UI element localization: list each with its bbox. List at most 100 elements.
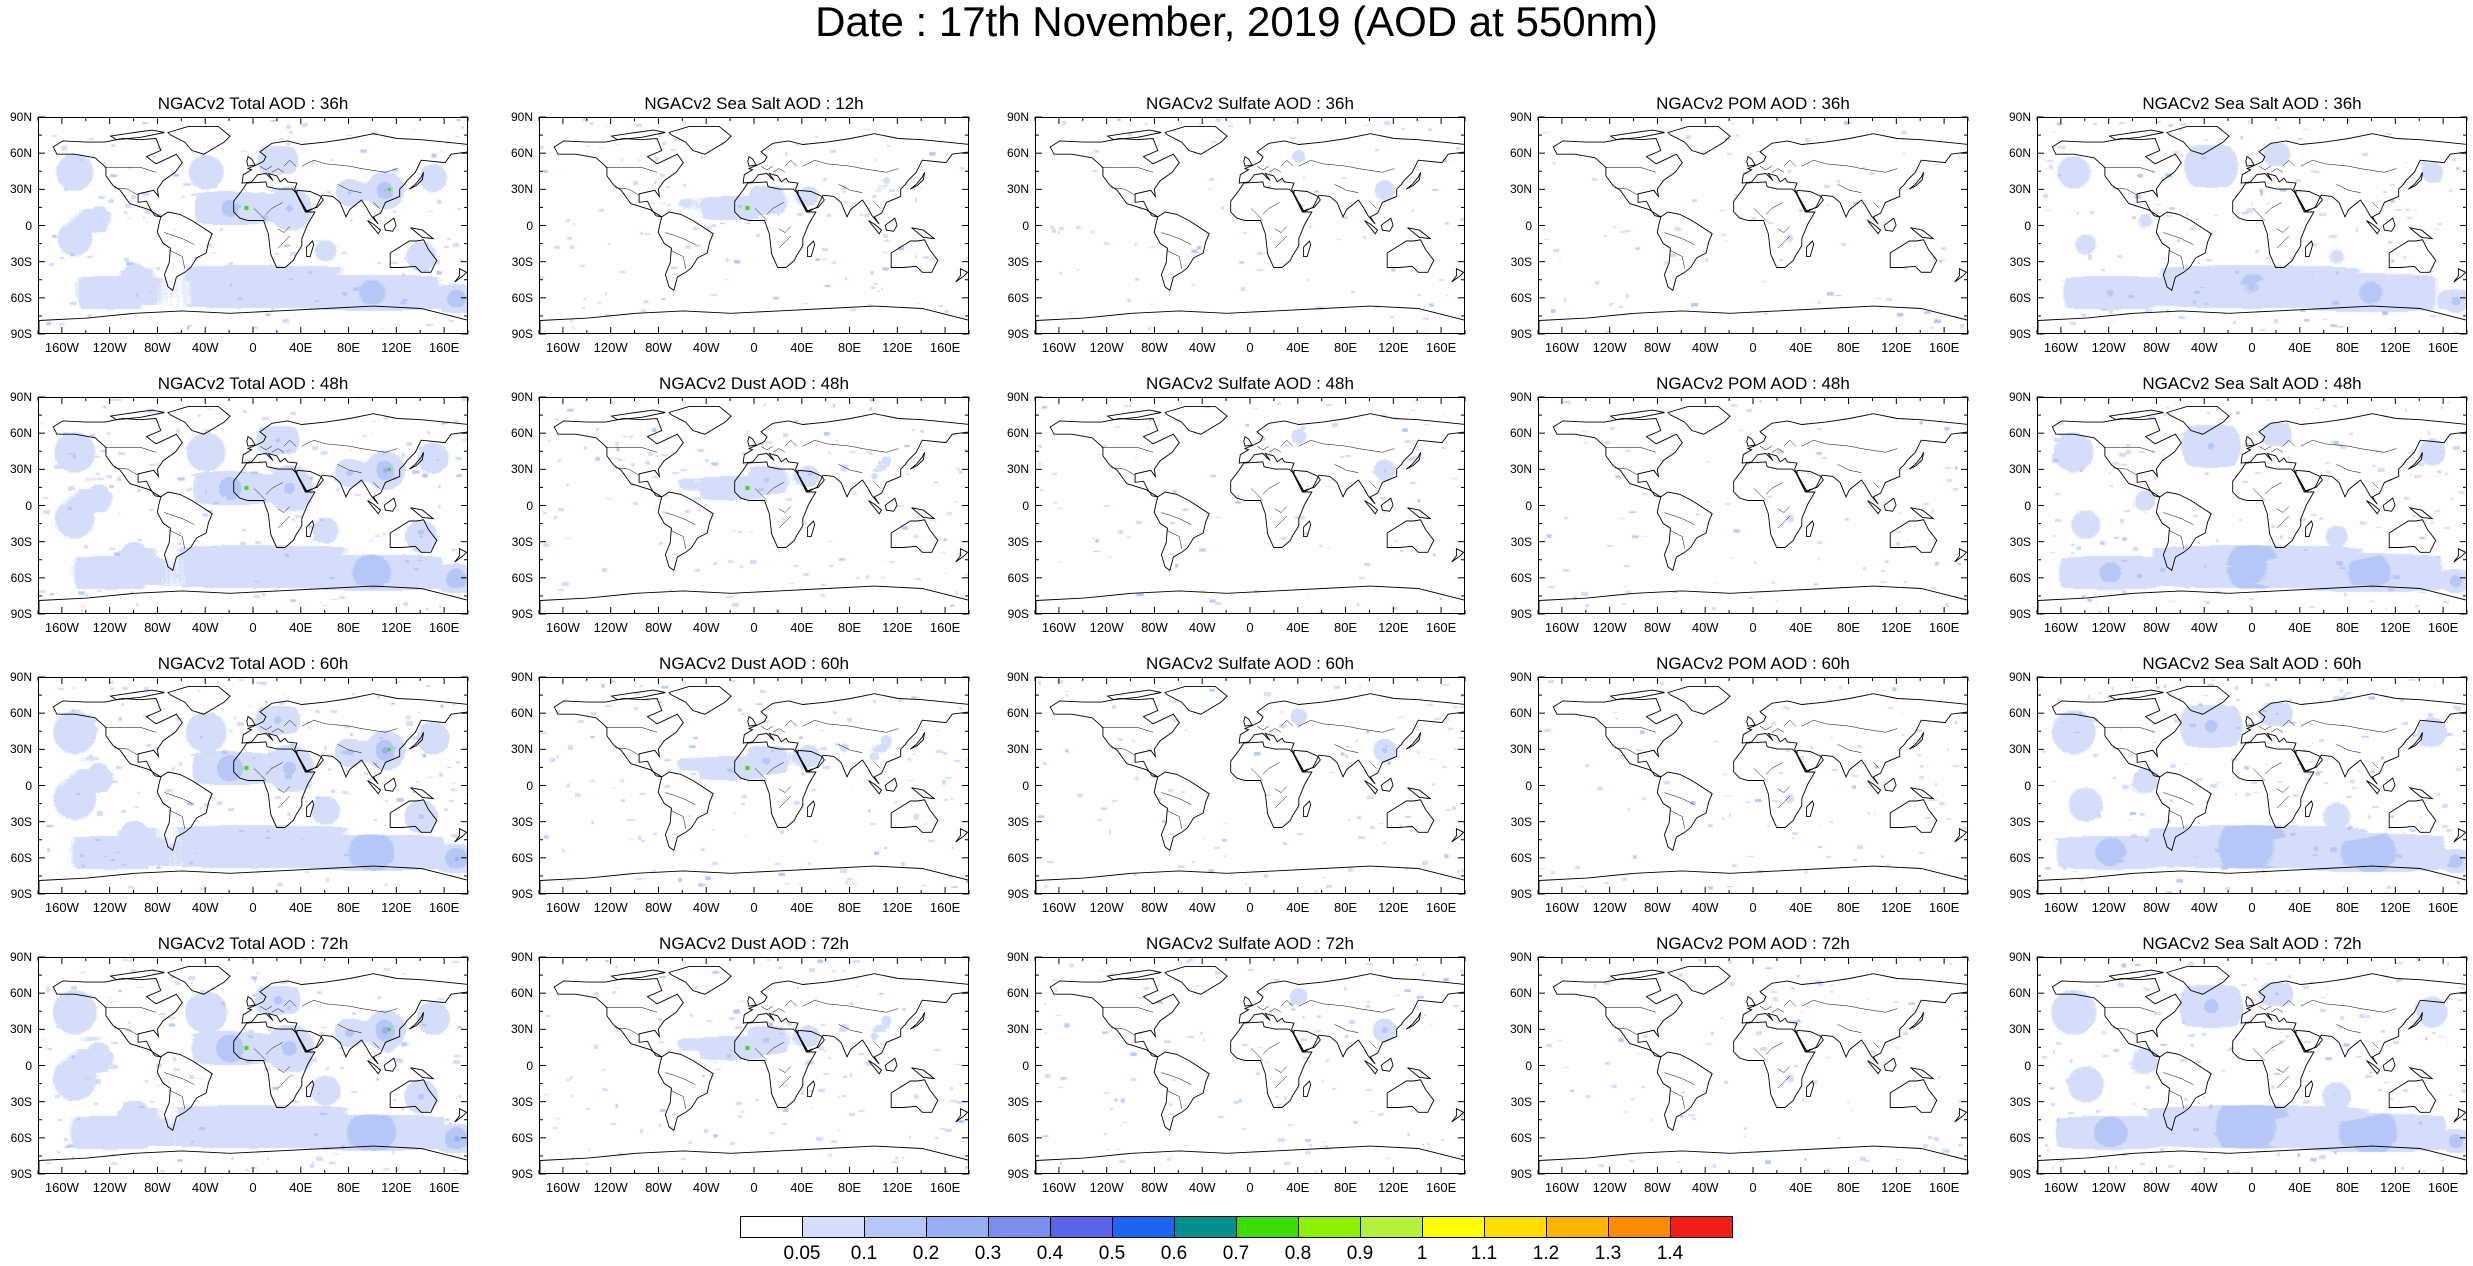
country-border <box>259 725 273 731</box>
lat-tick-label: 30N <box>510 742 533 757</box>
coastline <box>2240 693 2466 785</box>
lat-tick-label: 90N <box>510 950 533 964</box>
coastline <box>2295 749 2323 772</box>
lon-tick-label: 160E <box>2427 620 2459 635</box>
country-border <box>265 202 283 215</box>
lat-tick-label: 0 <box>1022 1058 1029 1073</box>
lon-tick-label: 40E <box>790 900 814 915</box>
map-panel <box>539 957 969 1174</box>
country-border <box>2163 512 2194 525</box>
lat-tick-label: 0 <box>1022 498 1029 513</box>
world-map <box>2038 405 2466 613</box>
coastline <box>1106 409 1162 421</box>
country-border <box>337 464 362 473</box>
coastline <box>109 689 165 701</box>
country-border <box>164 1072 195 1085</box>
country-border <box>838 744 863 753</box>
coastline <box>1049 138 1180 218</box>
lon-tick-label: 40E <box>2288 900 2312 915</box>
map-panel <box>2037 117 2467 334</box>
country-border <box>2282 719 2295 727</box>
lon-tick-label: 40E <box>289 1180 313 1195</box>
country-border <box>1873 762 1880 769</box>
coastline <box>383 1057 397 1072</box>
lon-tick-label: 40W <box>191 620 219 635</box>
country-border <box>1280 999 1293 1007</box>
lon-tick-label: 40E <box>1286 620 1310 635</box>
coastline <box>1451 827 1464 843</box>
coastline <box>2245 155 2255 167</box>
coastline <box>1406 732 1422 750</box>
coastline <box>2408 732 2424 750</box>
country-border <box>1664 512 1695 525</box>
country-border <box>760 725 774 731</box>
lon-tick-label: 160W <box>44 900 79 915</box>
world-map <box>1539 405 1967 613</box>
country-border <box>1262 1042 1280 1055</box>
lat-tick-label: 60S <box>1007 1130 1029 1145</box>
coastline <box>657 1051 714 1132</box>
coastline <box>540 1145 968 1173</box>
coastline <box>2409 1067 2434 1080</box>
coastline <box>2295 469 2323 492</box>
coastline <box>1407 507 1432 520</box>
country-border <box>1771 1008 1785 1013</box>
coastline <box>306 800 315 818</box>
coastline <box>167 405 231 435</box>
coastline <box>306 1080 315 1098</box>
panel-title: NGACv2 Sea Salt AOD : 12h <box>644 94 864 113</box>
lon-tick-label: 160W <box>2043 340 2078 355</box>
panel-title: NGACv2 Sea Salt AOD : 60h <box>2142 654 2362 673</box>
coastline <box>2166 685 2230 715</box>
lon-tick-label: 160E <box>1425 340 1457 355</box>
panel-title: NGACv2 POM AOD : 60h <box>1656 654 1850 673</box>
coastline <box>540 305 968 333</box>
lon-tick-label: 120W <box>92 1180 127 1195</box>
world-map <box>39 405 467 613</box>
country-border <box>1670 1090 1685 1109</box>
coastline <box>742 133 968 225</box>
map-panel <box>1538 117 1968 334</box>
lat-tick-label: 90N <box>1509 670 1532 684</box>
panel-title: NGACv2 Dust AOD : 72h <box>659 934 849 953</box>
lat-tick-label: 30N <box>2008 462 2031 477</box>
lon-tick-label: 120W <box>1592 900 1627 915</box>
lon-tick-label: 0 <box>249 340 257 355</box>
map-panel <box>539 677 969 894</box>
lon-tick-label: 120E <box>882 340 913 355</box>
country-border <box>2276 795 2289 809</box>
country-border <box>1111 1027 1136 1036</box>
lon-tick-label: 120W <box>593 340 628 355</box>
lat-tick-label: 60S <box>2009 570 2031 585</box>
coastline <box>1867 780 1882 795</box>
coastline <box>409 172 425 190</box>
coastline <box>657 211 714 292</box>
lat-tick-label: 60N <box>9 146 32 161</box>
lat-tick-label: 60S <box>511 850 533 865</box>
map-panel <box>38 117 468 334</box>
lat-tick-label: 30S <box>511 254 533 269</box>
map-panel <box>2037 677 2467 894</box>
coastline <box>1741 693 1967 785</box>
coastline <box>668 685 732 715</box>
lat-tick-label: 60N <box>1006 706 1029 721</box>
lon-tick-label: 40W <box>1188 900 1216 915</box>
country-border <box>1614 747 1639 756</box>
world-map <box>2038 125 2466 333</box>
country-border <box>772 728 786 733</box>
coastline <box>1164 685 1228 715</box>
lat-tick-label: 90N <box>9 110 32 124</box>
coastline <box>911 787 936 800</box>
lon-tick-label: 40E <box>2288 1180 2312 1195</box>
lat-tick-label: 0 <box>526 1058 533 1073</box>
country-border <box>1250 768 1264 781</box>
country-border <box>1167 250 1182 269</box>
lat-tick-label: 60S <box>1007 570 1029 585</box>
coastline <box>233 1021 316 1108</box>
coastline <box>156 491 213 572</box>
country-border <box>778 1075 791 1089</box>
lat-tick-label: 90S <box>1007 607 1029 621</box>
coastline <box>389 1079 438 1113</box>
coastline <box>2240 413 2466 505</box>
colorbar-swatch <box>1360 1216 1423 1238</box>
